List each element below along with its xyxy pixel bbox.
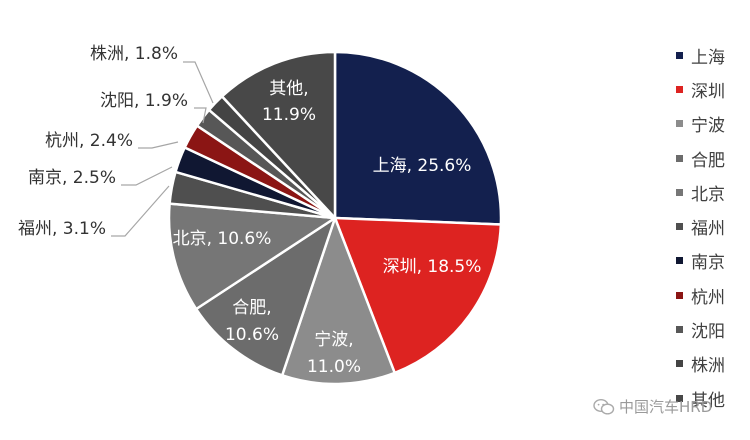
data-label-6: 南京, 2.5% [28, 168, 116, 188]
data-label-2-line-1: 11.0% [307, 357, 361, 377]
legend-item: 杭州 [676, 278, 725, 312]
legend-item: 合肥 [676, 141, 725, 175]
legend-label: 杭州 [691, 287, 725, 308]
pie-slice-2 [280, 216, 396, 386]
leader-line-9 [183, 61, 214, 104]
data-label-2-line-0: 宁波, [314, 330, 353, 350]
legend-label: 上海 [691, 47, 725, 68]
pie-slice-4 [167, 202, 337, 311]
legend-label: 深圳 [691, 81, 725, 102]
pie-slice-0 [333, 50, 503, 226]
data-label-0: 上海, 25.6% [373, 156, 472, 176]
legend-label: 沈阳 [691, 322, 725, 343]
pie-slice-10 [220, 50, 337, 220]
legend-item: 上海 [676, 38, 725, 72]
legend-swatch [676, 291, 683, 299]
legend-item: 北京 [676, 175, 725, 209]
legend-item: 株洲 [676, 347, 725, 381]
legend-item: 沈阳 [676, 312, 725, 346]
leader-line-8 [194, 107, 207, 124]
legend-label: 南京 [691, 253, 725, 274]
legend-label: 合肥 [691, 150, 725, 171]
data-label-4: 北京, 10.6% [173, 229, 272, 249]
watermark-text: 中国汽车HRD [619, 398, 713, 416]
leader-line-6 [121, 166, 173, 186]
data-label-3-line-0: 合肥, [232, 298, 271, 318]
data-label-5: 福州, 3.1% [18, 219, 106, 239]
legend-item: 其他 [676, 381, 725, 415]
legend-item: 宁波 [676, 107, 725, 141]
legend-label: 福州 [691, 219, 725, 240]
legend-swatch [676, 85, 683, 93]
legend-label: 宁波 [691, 116, 725, 137]
legend-item: 南京 [676, 244, 725, 278]
legend-swatch [676, 120, 683, 128]
legend-item: 深圳 [676, 72, 725, 106]
watermark: 中国汽车HRD [593, 396, 712, 417]
legend-swatch [676, 257, 683, 265]
legend-swatch [676, 188, 683, 196]
data-label-7: 杭州, 2.4% [45, 131, 133, 151]
legend-swatch [676, 326, 683, 334]
pie-slice-3 [194, 216, 337, 377]
leader-line-5 [111, 185, 170, 237]
legend-label: 北京 [691, 184, 725, 205]
data-label-8: 沈阳, 1.9% [100, 91, 188, 111]
data-label-3-line-1: 10.6% [225, 325, 279, 345]
data-label-9: 株洲, 1.8% [90, 44, 178, 64]
legend-swatch [676, 154, 683, 162]
data-label-10-line-1: 11.9% [262, 105, 316, 125]
chart-legend: 上海深圳宁波合肥北京福州南京杭州沈阳株洲其他 [676, 38, 725, 415]
pie-slice-1 [333, 216, 503, 375]
data-label-10-line-0: 其他, [269, 79, 308, 99]
legend-swatch [676, 394, 683, 402]
data-label-1: 深圳, 18.5% [383, 257, 482, 277]
legend-swatch [676, 223, 683, 231]
legend-label: 其他 [691, 390, 725, 411]
legend-swatch [676, 51, 683, 59]
wechat-icon [593, 398, 615, 415]
legend-item: 福州 [676, 209, 725, 243]
legend-swatch [676, 360, 683, 368]
leader-line-7 [138, 141, 179, 149]
legend-label: 株洲 [691, 356, 725, 377]
